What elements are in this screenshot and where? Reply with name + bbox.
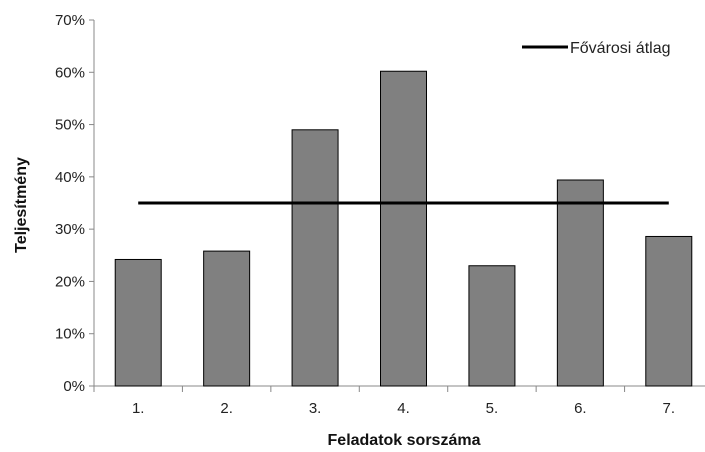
x-tick-label: 4. [397,400,410,417]
bars [114,70,693,387]
y-axis-title: Teljesítmény [13,157,30,253]
y-tick-label: 10% [55,326,85,343]
x-axis-title: Feladatok sorszáma [328,432,481,449]
y-tick-label: 40% [55,169,85,186]
x-tick-label: 2. [220,400,233,417]
x-tick-label: 7. [663,400,676,417]
bar [203,250,251,387]
x-tick-label: 5. [486,400,499,417]
y-tick-label: 20% [55,273,85,290]
bar [468,265,516,387]
x-tick-label: 3. [309,400,322,417]
bar [645,235,693,387]
bar [556,179,604,387]
x-axis: 1. 2. 3. 4. 5. 6. 7. [93,385,705,417]
x-tick-label: 1. [132,400,145,417]
y-tick-label: 0% [63,378,85,395]
y-tick-label: 70% [55,12,85,29]
bar [114,258,162,387]
bar [291,129,339,387]
y-tick-label: 50% [55,117,85,134]
y-tick-label: 60% [55,64,85,81]
x-tick-label: 6. [574,400,587,417]
legend: Fővárosi átlag [522,40,671,57]
bar [380,70,427,387]
y-tick-label: 30% [55,221,85,238]
y-axis: 0% 10% 20% 30% 40% 50% 60% 70% [55,12,95,395]
legend-label: Fővárosi átlag [570,40,671,57]
